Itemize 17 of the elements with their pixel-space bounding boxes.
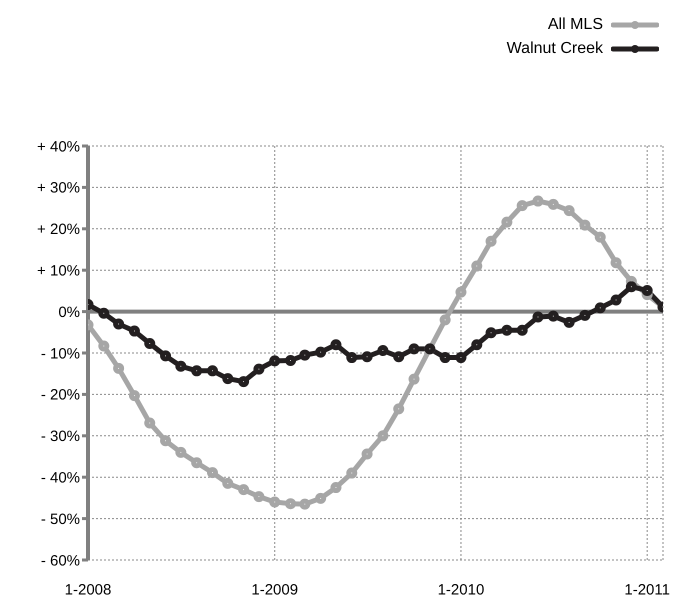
- x-tick-label: 1-2009: [251, 582, 298, 599]
- y-tick-label: + 30%: [37, 180, 80, 197]
- y-tick-label: + 20%: [37, 221, 80, 238]
- y-tick-label: 0%: [58, 304, 80, 321]
- legend-label: All MLS: [548, 16, 603, 34]
- y-tick-label: + 10%: [37, 262, 80, 280]
- y-tick-label: + 40%: [37, 138, 80, 156]
- y-tick-label: - 40%: [40, 470, 80, 487]
- y-tick-label: - 30%: [40, 428, 80, 446]
- legend-label: Walnut Creek: [506, 40, 603, 58]
- y-tick-label: - 50%: [40, 510, 80, 528]
- x-tick-label: 1-2011: [624, 582, 670, 599]
- x-tick-label: 1-2008: [64, 582, 112, 599]
- y-tick-label: - 60%: [40, 552, 80, 570]
- x-tick-label: 1-2010: [438, 582, 484, 599]
- y-tick-label: - 20%: [40, 386, 80, 404]
- y-tick-label: - 10%: [40, 345, 80, 362]
